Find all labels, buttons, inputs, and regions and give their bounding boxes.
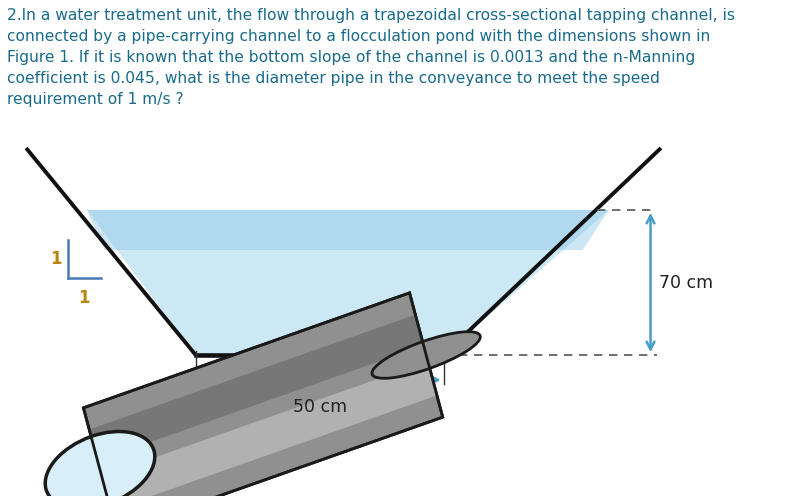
Ellipse shape [45, 432, 155, 496]
Ellipse shape [372, 332, 480, 378]
Polygon shape [87, 210, 609, 250]
Text: 50 cm: 50 cm [293, 398, 346, 416]
Text: 70 cm: 70 cm [659, 273, 714, 292]
Polygon shape [101, 361, 437, 496]
Text: 2.In a water treatment unit, the flow through a trapezoidal cross-sectional tapp: 2.In a water treatment unit, the flow th… [7, 8, 735, 107]
Text: 1: 1 [79, 289, 90, 307]
Polygon shape [87, 210, 609, 355]
Polygon shape [84, 293, 443, 496]
Polygon shape [89, 314, 423, 461]
Text: 1: 1 [50, 250, 62, 268]
